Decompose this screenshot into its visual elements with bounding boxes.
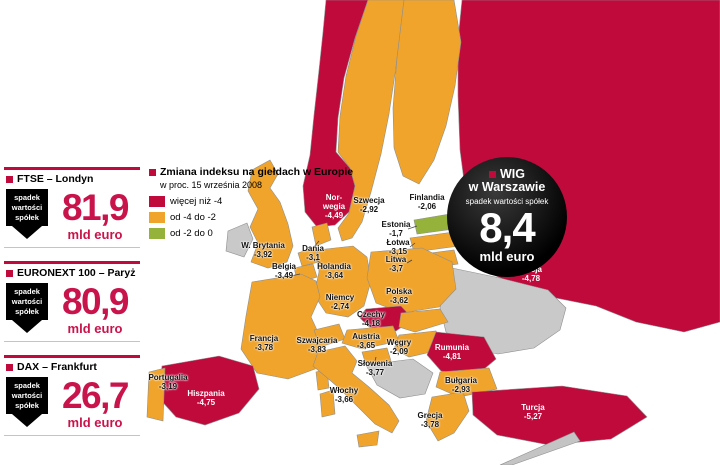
country-ireland — [225, 222, 254, 258]
legend-item: od -2 do 0 — [149, 228, 353, 239]
index-panel-euronext: EURONEXT 100 – Paryż spadek wartości spó… — [4, 261, 140, 342]
bullet-square-icon — [6, 175, 13, 183]
panel-rule — [4, 355, 140, 358]
wig-title-row: WIG — [447, 167, 567, 181]
country-portugal — [146, 367, 166, 422]
loss-unit: mld euro — [67, 415, 123, 430]
wig-unit: mld euro — [479, 248, 535, 264]
country-finland — [392, 0, 462, 185]
loss-unit: mld euro — [67, 321, 123, 336]
panel-title-row: FTSE – Londyn — [6, 173, 140, 185]
country-greece — [425, 391, 470, 442]
panel-title-row: DAX – Frankfurt — [6, 361, 140, 373]
country-italy — [312, 345, 400, 434]
country-sweden — [337, 0, 405, 242]
bullet-square-icon — [489, 170, 496, 178]
bullet-square-icon — [6, 363, 13, 371]
panel-title: FTSE – Londyn — [17, 173, 94, 185]
down-arrow-icon — [12, 320, 42, 334]
legend-item: od -4 do -2 — [149, 212, 353, 223]
legend-title-row: Zmiana indeksu na giełdach w Europie — [149, 166, 353, 178]
country-norway — [302, 0, 369, 228]
legend-item: więcej niż -4 — [149, 196, 353, 207]
legend-subtitle: w proc. 15 września 2008 — [160, 180, 263, 190]
wig-place: w Warszawie — [468, 180, 546, 194]
country-uk — [247, 159, 294, 269]
country-slovenia — [361, 347, 392, 366]
index-panel-dax: DAX – Frankfurt spadek wartości spółek 2… — [4, 355, 140, 436]
legend-swatch-orange — [149, 212, 165, 223]
bullet-square-icon — [149, 168, 156, 176]
wig-value: 8,4 — [479, 203, 535, 251]
country-slovakia — [398, 308, 449, 333]
bullet-square-icon — [6, 269, 13, 277]
country-austria — [341, 325, 400, 350]
country-switzerland — [313, 323, 346, 348]
country-netherlands — [297, 246, 320, 267]
leader-lines — [290, 225, 418, 362]
country-sardinia — [319, 389, 336, 418]
wig-circle: WIG w Warszawie spadek wartości spółek 8… — [447, 157, 567, 277]
loss-value: 81,9 — [61, 187, 130, 228]
wig-subtitle: spadek wartości spółek — [465, 196, 549, 206]
legend-swatch-red — [149, 196, 165, 207]
legend-label: więcej niż -4 — [170, 196, 223, 207]
panel-title: DAX – Frankfurt — [17, 361, 97, 373]
country-spain — [157, 355, 260, 426]
loss-value: 26,7 — [61, 375, 130, 416]
country-sicily — [356, 430, 380, 448]
page-fold-shadow — [499, 431, 581, 465]
legend: Zmiana indeksu na giełdach w Europie w p… — [149, 166, 353, 239]
country-balkans — [365, 358, 434, 399]
country-denmark — [311, 222, 332, 247]
panel-title-row: EURONEXT 100 – Paryż — [6, 267, 140, 279]
panel-title: EURONEXT 100 – Paryż — [17, 267, 136, 279]
down-arrow-icon — [12, 226, 42, 240]
country-germany — [313, 245, 372, 318]
legend-label: od -2 do 0 — [170, 228, 213, 239]
country-turkey — [471, 385, 648, 446]
wig-name: WIG — [500, 167, 525, 181]
legend-title: Zmiana indeksu na giełdach w Europie — [160, 166, 354, 178]
legend-label: od -4 do -2 — [170, 212, 216, 223]
down-arrow-icon — [12, 414, 42, 428]
panel-rule — [4, 261, 140, 264]
decline-badge: spadek wartości spółek — [6, 189, 48, 227]
loss-unit: mld euro — [67, 227, 123, 242]
panel-rule — [4, 167, 140, 170]
country-france — [240, 273, 324, 380]
legend-swatch-green — [149, 228, 165, 239]
loss-value: 80,9 — [61, 281, 130, 322]
index-panel-ftse: FTSE – Londyn spadek wartości spółek 81,… — [4, 167, 140, 248]
decline-badge: spadek wartości spółek — [6, 377, 48, 415]
country-poland — [366, 247, 457, 314]
decline-badge: spadek wartości spółek — [6, 283, 48, 321]
